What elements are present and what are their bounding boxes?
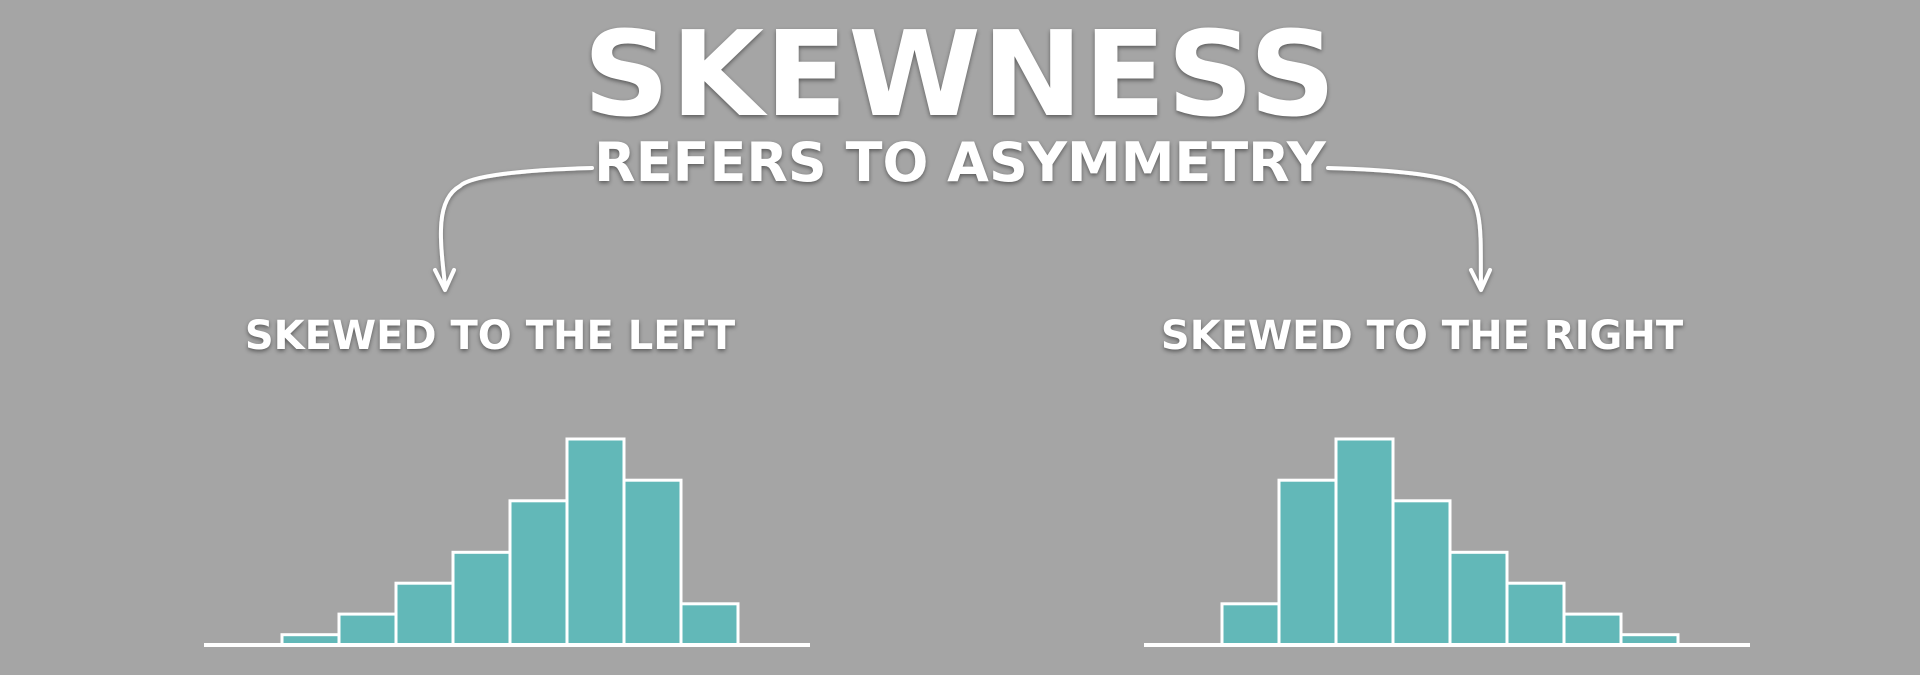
left-arrow-icon	[433, 166, 594, 292]
right-chart-title: SKEWED TO THE RIGHT	[1160, 313, 1684, 359]
right-arrow-icon	[1326, 166, 1492, 292]
left-histogram-bar-7	[622, 478, 683, 647]
right-histogram-bar-2	[1277, 478, 1338, 647]
right-histogram-bar-7	[1562, 612, 1623, 647]
left-histogram-bar-4	[451, 550, 512, 647]
left-histogram-bar-6	[565, 437, 626, 647]
left-histogram-bar-2	[337, 612, 398, 647]
left-histogram-bar-5	[508, 499, 569, 647]
page-title: SKEWNESS	[582, 5, 1338, 143]
right-skewed-histogram	[1144, 437, 1750, 647]
page-subtitle: REFERS TO ASYMMETRY	[594, 131, 1326, 194]
left-histogram-bar-3	[394, 581, 455, 647]
right-histogram-bar-5	[1448, 550, 1509, 647]
right-histogram-bar-6	[1505, 581, 1566, 647]
right-histogram-bar-1	[1220, 602, 1281, 647]
right-histogram-bar-3	[1334, 437, 1395, 647]
left-skewed-histogram	[204, 437, 810, 647]
left-chart-title: SKEWED TO THE LEFT	[244, 313, 736, 359]
left-histogram-bar-8	[679, 602, 740, 647]
right-histogram-bar-4	[1391, 499, 1452, 647]
